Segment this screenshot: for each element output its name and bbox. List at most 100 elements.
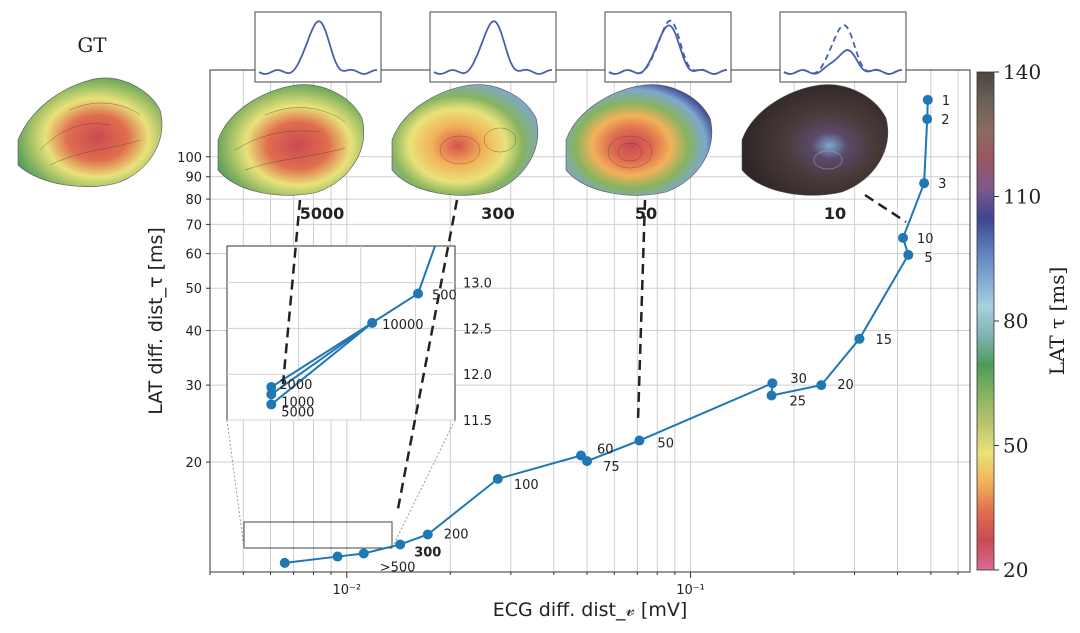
data-point — [854, 333, 865, 344]
inset-data-point — [367, 317, 378, 328]
data-point — [816, 380, 827, 391]
inset-y-tick-label: 12.0 — [463, 368, 492, 383]
point-label: 200 — [444, 527, 469, 542]
colorbar-tick-label: 50 — [1003, 434, 1028, 458]
ecg-pred-trace — [433, 20, 553, 75]
inset-data-point — [413, 288, 424, 299]
colorbar-tick-label: 80 — [1003, 309, 1028, 333]
y-tick-label: 40 — [185, 325, 202, 340]
ecg-trace-box — [604, 11, 732, 83]
y-tick-label: 50 — [185, 282, 202, 297]
point-label: >500 — [380, 560, 416, 575]
ecg-trace-10 — [779, 11, 907, 83]
y-tick-label: 80 — [185, 193, 202, 208]
x-tick-labels: 10⁻² 10⁻¹ — [332, 583, 704, 598]
point-label: 10 — [917, 232, 934, 247]
inset-point-label: 1000 — [281, 395, 314, 410]
data-point — [332, 551, 343, 562]
y-tick-label: 90 — [185, 171, 202, 186]
inset-connectors — [226, 419, 456, 549]
inset-point-label: 2000 — [279, 378, 312, 393]
y-tick-label: 100 — [177, 151, 202, 166]
y-tick-label: 70 — [185, 218, 202, 233]
colorbar-tick-label: 110 — [1003, 185, 1041, 209]
x-tick-label: 10⁻² — [332, 583, 361, 598]
gt-heart-image — [17, 77, 163, 187]
heart-label: 5000 — [300, 204, 345, 223]
data-point — [922, 94, 933, 105]
data-point — [395, 539, 406, 550]
x-axis-label: ECG diff. dist_𝓋 [mV] — [493, 599, 688, 621]
zoom-box — [243, 521, 393, 549]
annotations: 5000 300 50 10 — [254, 11, 907, 223]
data-point — [358, 548, 369, 559]
heart-label: 50 — [635, 204, 657, 223]
data-point — [422, 529, 433, 540]
point-label: 2 — [941, 113, 949, 128]
leader-lines — [281, 193, 907, 515]
heart-image-50 — [565, 84, 712, 196]
inset-point-label: 10000 — [382, 318, 423, 333]
ecg-pred-trace — [258, 20, 378, 75]
colorbar-tick-label: 20 — [1003, 558, 1028, 582]
inset-frame — [226, 245, 456, 421]
inset-y-tick-label: 11.5 — [463, 414, 492, 429]
series-line — [284, 99, 929, 564]
inset-y-tick-label: 13.0 — [463, 277, 492, 292]
colorbar-ticks: 140 110 80 50 20 — [994, 60, 1041, 582]
y-axis-label: LAT diff. dist_τ [ms] — [145, 227, 167, 415]
x-tick-label: 10⁻¹ — [676, 583, 705, 598]
point-label: 20 — [837, 378, 854, 393]
series-main — [279, 94, 933, 568]
point-label: 30 — [790, 372, 807, 387]
point-label: 75 — [603, 460, 620, 475]
data-point — [919, 178, 930, 189]
point-label: 300 — [414, 545, 441, 560]
data-point — [634, 435, 645, 446]
data-point — [582, 456, 593, 467]
data-point — [903, 249, 914, 260]
inset-y-tick-labels: 11.5 12.0 12.5 13.0 — [463, 277, 492, 429]
colorbar-bar — [976, 71, 995, 571]
point-label: 5 — [924, 251, 932, 266]
data-point — [492, 473, 503, 484]
ecg-pred-trace — [783, 49, 903, 75]
y-tick-label: 60 — [185, 248, 202, 263]
gt-label: GT — [77, 33, 107, 57]
inset-point-label: 500 — [432, 289, 457, 304]
colorbar-tick-label: 140 — [1003, 60, 1041, 84]
heart-label: 10 — [824, 204, 846, 223]
data-point — [898, 232, 909, 243]
point-label: 3 — [938, 177, 946, 192]
point-label: 1 — [942, 94, 950, 109]
point-label: 60 — [597, 443, 614, 458]
colorbar-label: LAT τ [ms] — [1045, 267, 1069, 376]
inset-data-point — [266, 389, 277, 400]
point-label: 100 — [514, 478, 539, 493]
heart-image-10 — [741, 84, 888, 196]
data-point — [766, 390, 777, 401]
ecg-pred-trace — [608, 24, 728, 75]
colorbar: 140 110 80 50 20 — [976, 60, 1041, 582]
inset-point-label: 5000 — [281, 405, 314, 420]
point-label: 50 — [657, 437, 674, 452]
inset-data-point — [266, 382, 277, 393]
y-tick-label: 30 — [185, 379, 202, 394]
ecg-trace-50 — [604, 11, 732, 83]
y-tick-labels: 20 30 40 50 60 70 80 90 100 — [177, 151, 202, 471]
heart-image-5000 — [217, 84, 364, 196]
point-label: 25 — [790, 395, 807, 410]
point-label: 15 — [875, 333, 892, 348]
inset-data-point — [266, 399, 277, 410]
ecg-trace-5000 — [254, 11, 382, 83]
data-point — [922, 114, 933, 125]
inset-y-tick-label: 12.5 — [463, 322, 492, 337]
inset-series — [266, 246, 436, 410]
ecg-trace-300 — [429, 11, 557, 83]
heart-image-300 — [391, 84, 538, 196]
inset-series-line — [270, 322, 373, 396]
plot-frame — [209, 69, 971, 573]
data-point — [767, 378, 778, 389]
